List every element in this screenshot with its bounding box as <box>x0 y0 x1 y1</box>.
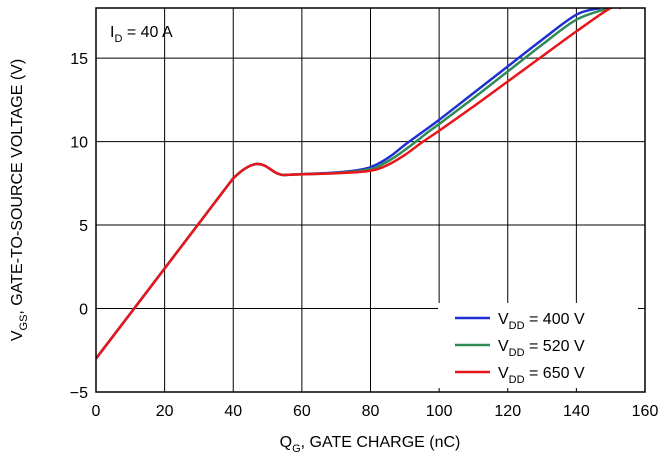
x-tick-label: 160 <box>632 403 659 420</box>
series-lines <box>96 8 621 360</box>
plot-border <box>95 7 646 393</box>
y-tick-label: 15 <box>70 51 88 68</box>
y-tick-label: −5 <box>70 385 88 402</box>
y-axis-title: VGS, GATE-TO-SOURCE VOLTAGE (V) <box>9 59 30 341</box>
series-line-650v <box>96 8 621 360</box>
y-tick-label: 5 <box>79 218 88 235</box>
y-tick-label: 0 <box>79 302 88 319</box>
legend-label-650v: VDD = 650 V <box>498 365 585 386</box>
legend: VDD = 400 V VDD = 520 V VDD = 650 V <box>438 303 638 388</box>
x-tick-label: 0 <box>92 403 101 420</box>
x-tick-label: 100 <box>426 403 453 420</box>
y-tick-label: 10 <box>70 135 88 152</box>
legend-label-520v: VDD = 520 V <box>498 338 585 359</box>
x-tick-label: 40 <box>224 403 242 420</box>
plot-frame <box>95 7 646 393</box>
legend-label-400v: VDD = 400 V <box>498 311 585 332</box>
grid <box>95 8 646 393</box>
x-tick-label: 20 <box>156 403 174 420</box>
id-annotation: ID = 40 A <box>110 24 173 45</box>
x-tick-label: 120 <box>494 403 521 420</box>
x-tick-label: 80 <box>362 403 380 420</box>
x-tick-label: 140 <box>563 403 590 420</box>
x-tick-label: 60 <box>293 403 311 420</box>
x-axis-title: QG, GATE CHARGE (nC) <box>280 434 461 455</box>
